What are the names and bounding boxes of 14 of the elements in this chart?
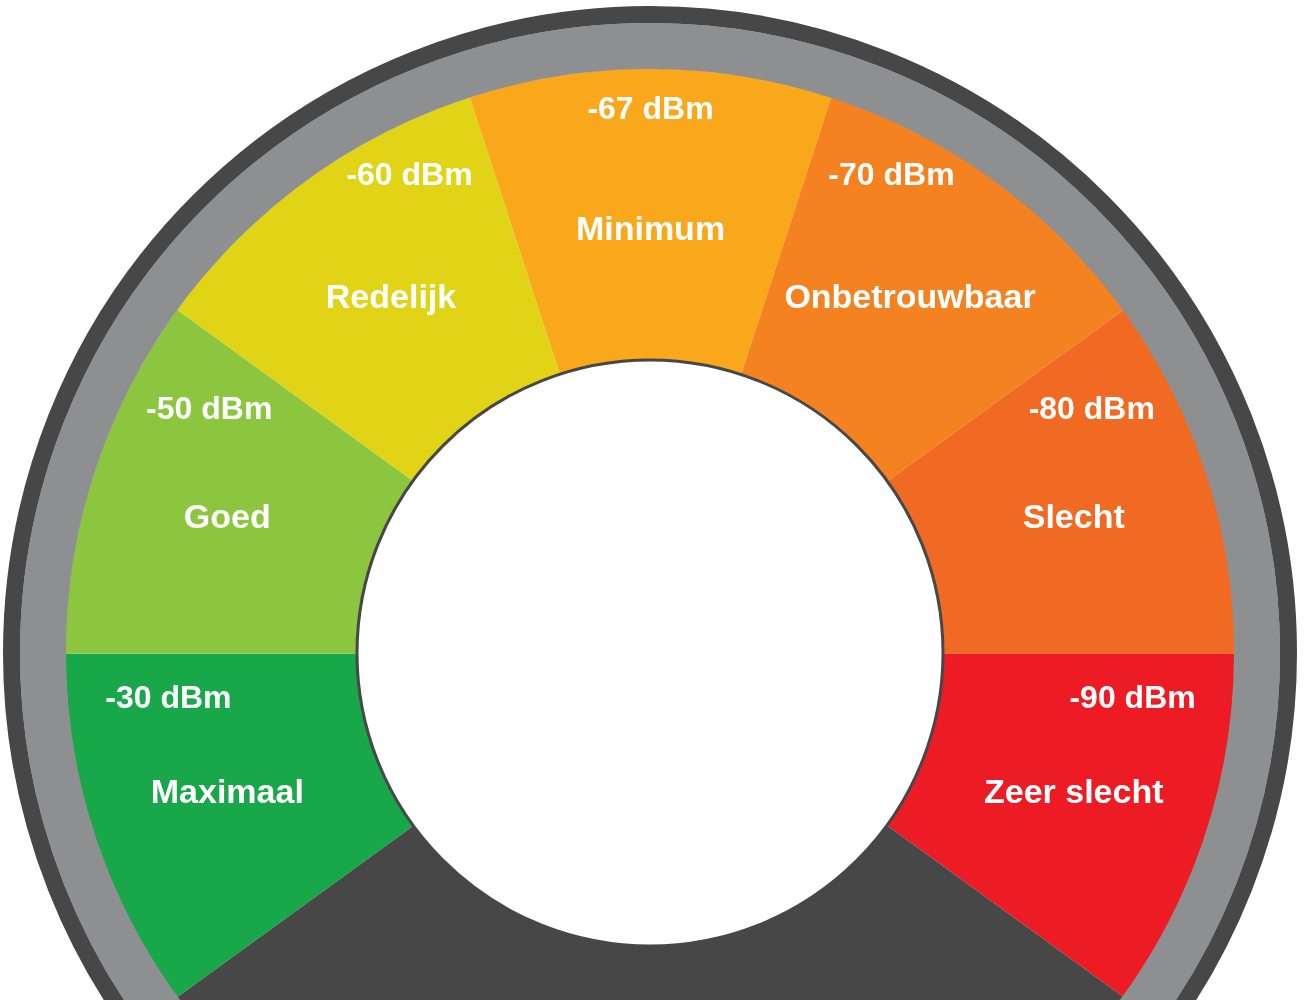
text: -50 dBm [146,389,273,426]
slice-label: Redelijk [325,277,457,316]
slice-label: Goed [183,496,271,535]
slice-label: Onbetrouwbaar [784,277,1036,316]
text: -90 dBm [1069,678,1196,715]
text: -30 dBm [105,678,232,715]
slice-label: Slecht [1022,496,1125,535]
text: -70 dBm [828,156,955,193]
text: -60 dBm [346,156,473,193]
text: -80 dBm [1028,389,1155,426]
slice-label: Zeer slecht [983,772,1164,811]
slice-label: Minimum [575,208,726,247]
text: -67 dBm [587,89,714,126]
slice-label: Maximaal [150,772,304,811]
